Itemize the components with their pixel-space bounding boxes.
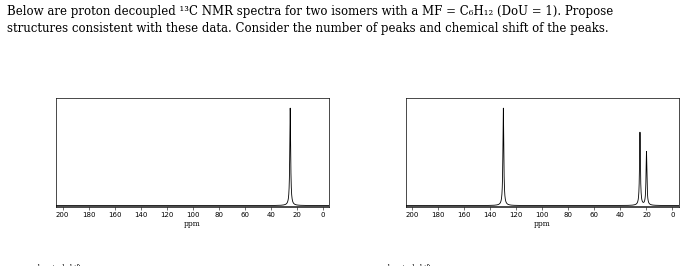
Text: Below are proton decoupled ¹³C NMR spectra for two isomers with a MF = C₆H₁₂ (Do: Below are proton decoupled ¹³C NMR spect… [7, 5, 613, 35]
X-axis label: ppm: ppm [534, 220, 551, 228]
Text: chemical shift: chemical shift [34, 264, 81, 266]
X-axis label: ppm: ppm [184, 220, 201, 228]
Text: chemical shift: chemical shift [384, 264, 431, 266]
